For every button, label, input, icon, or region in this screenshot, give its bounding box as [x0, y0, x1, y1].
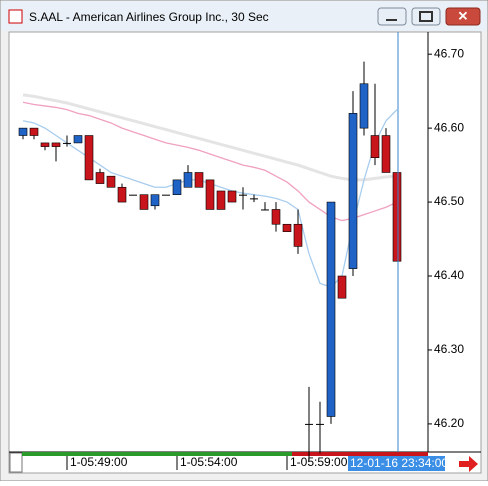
overlay-line — [22, 93, 398, 182]
candle-body — [29, 127, 39, 136]
candle-body — [392, 172, 402, 262]
candle-body — [18, 127, 28, 136]
candle-body — [129, 194, 137, 196]
app-icon — [8, 9, 23, 24]
scroll-bar — [22, 452, 428, 456]
close-button[interactable] — [445, 7, 481, 26]
candle-body — [348, 113, 358, 269]
minimize-button[interactable] — [377, 7, 407, 26]
candle-body — [205, 179, 215, 210]
x-tick-label: 1-05:54:00 — [180, 455, 238, 469]
candle-body — [172, 179, 182, 195]
x-tick-label: 1-05:59:00 — [290, 455, 348, 469]
candle-body — [84, 135, 94, 181]
candle-body — [40, 142, 50, 147]
candle-body — [63, 142, 71, 144]
scroll-handle[interactable] — [9, 452, 23, 473]
candle-body — [381, 135, 391, 173]
chart-panel — [8, 31, 482, 474]
maximize-icon — [419, 11, 433, 22]
candle-body — [370, 135, 380, 159]
candle-body — [305, 423, 313, 425]
scroll-range — [292, 452, 428, 456]
candle-body — [359, 83, 369, 129]
candle-body — [194, 172, 204, 188]
x-tick-label: 1-05:49:00 — [70, 455, 128, 469]
candle-body — [106, 175, 116, 188]
candle-body — [282, 223, 292, 232]
y-tick-label: 46.20 — [434, 416, 464, 430]
y-tick-label: 46.50 — [434, 194, 464, 208]
cursor-label-box — [348, 456, 445, 471]
candle-body — [271, 209, 281, 225]
candle-body — [117, 186, 127, 203]
candle-body — [239, 194, 247, 196]
candle-body — [326, 201, 336, 417]
candle-body — [293, 223, 303, 247]
candle-body — [250, 198, 258, 200]
candle-body — [162, 194, 170, 196]
candle-body — [227, 190, 237, 203]
window-title: S.AAL - American Airlines Group Inc., 30… — [29, 10, 269, 24]
candle-body — [216, 190, 226, 210]
candle-body — [316, 423, 324, 425]
candle-body — [95, 172, 105, 184]
scroll-right-arrow[interactable] — [459, 456, 478, 472]
candle-body — [51, 142, 61, 147]
candle-body — [73, 135, 83, 144]
y-tick-label: 46.60 — [434, 120, 464, 134]
y-tick-label: 46.30 — [434, 342, 464, 356]
candle-body — [261, 209, 269, 211]
candle-body — [139, 194, 149, 210]
close-icon: ✕ — [458, 8, 469, 23]
candle-body — [183, 172, 193, 188]
y-tick-label: 46.70 — [434, 46, 464, 60]
candle-body — [150, 194, 160, 207]
candle-body — [337, 275, 347, 299]
cursor-label: 12-01-16 23:34:00 — [350, 456, 448, 470]
y-tick-label: 46.40 — [434, 268, 464, 282]
maximize-button[interactable] — [411, 7, 441, 26]
